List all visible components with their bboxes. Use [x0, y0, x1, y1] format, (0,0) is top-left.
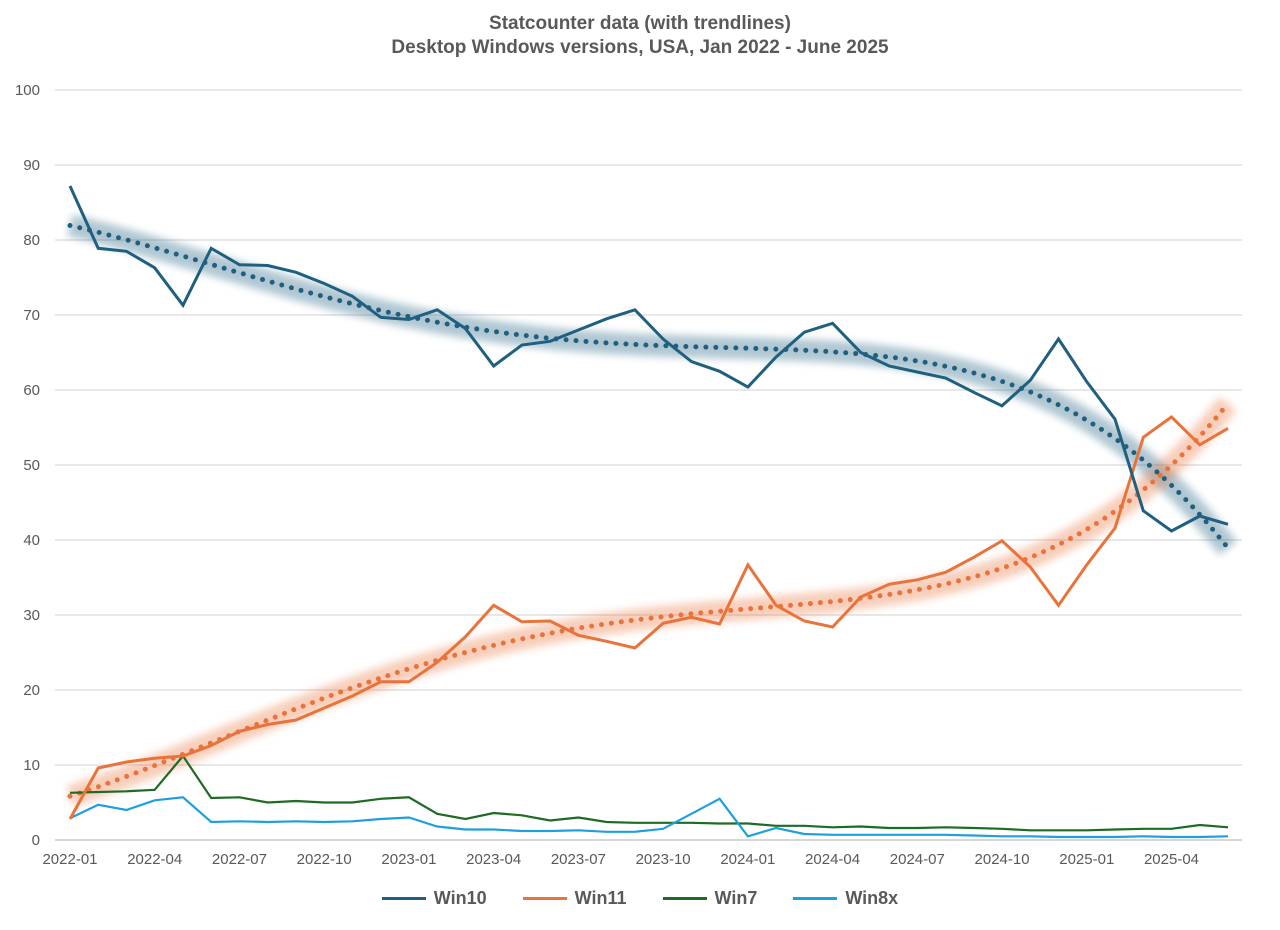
legend-item-win7: Win7 [662, 888, 758, 909]
win11-trendline [67, 400, 1231, 799]
x-tick-label: 2023-04 [466, 851, 521, 868]
y-tick-label: 30 [23, 607, 40, 624]
legend-swatch [522, 897, 567, 900]
legend-item-win10: Win10 [381, 888, 487, 909]
chart-subtitle: Desktop Windows versions, USA, Jan 2022 … [391, 37, 889, 58]
x-tick-label: 2023-10 [636, 851, 691, 868]
legend: Win10 Win11 Win7 Win8x [0, 888, 1280, 909]
legend-item-win8x: Win8x [793, 888, 898, 909]
y-tick-label: 20 [23, 682, 40, 699]
x-tick-label: 2022-01 [42, 851, 97, 868]
legend-label: Win10 [433, 888, 487, 908]
y-tick-label: 50 [23, 457, 40, 474]
win7-series-line [69, 754, 1229, 832]
y-tick-label: 0 [32, 832, 40, 849]
x-tick-label: 2024-07 [890, 851, 945, 868]
y-tick-label: 100 [15, 82, 40, 99]
legend-label: Win11 [574, 888, 627, 908]
x-tick-label: 2024-04 [805, 851, 860, 868]
x-tick-label: 2025-04 [1144, 851, 1199, 868]
x-tick-label: 2024-10 [975, 851, 1030, 868]
y-tick-label: 80 [23, 232, 40, 249]
x-tick-label: 2025-01 [1059, 851, 1114, 868]
y-tick-label: 90 [23, 157, 40, 174]
x-tick-label: 2023-01 [381, 851, 436, 868]
win10-series-line [68, 185, 1229, 533]
chart-title: Statcounter data (with trendlines) [489, 13, 791, 34]
x-tick-label: 2022-10 [297, 851, 352, 868]
win11-series-line [68, 415, 1229, 820]
y-tick-label: 60 [23, 382, 40, 399]
legend-swatch [793, 897, 838, 900]
win10-trendline [67, 223, 1231, 551]
legend-item-win11: Win11 [522, 888, 627, 909]
y-tick-label: 40 [23, 532, 40, 549]
legend-swatch [662, 897, 707, 900]
y-tick-label: 10 [23, 757, 40, 774]
x-tick-label: 2022-04 [127, 851, 182, 868]
x-tick-label: 2023-07 [551, 851, 606, 868]
legend-label: Win7 [714, 888, 758, 908]
x-tick-label: 2022-07 [212, 851, 267, 868]
win8x-series-line [69, 796, 1229, 839]
legend-label: Win8x [845, 888, 899, 908]
legend-swatch [381, 897, 426, 900]
y-tick-label: 70 [23, 307, 40, 324]
x-tick-label: 2024-01 [720, 851, 775, 868]
